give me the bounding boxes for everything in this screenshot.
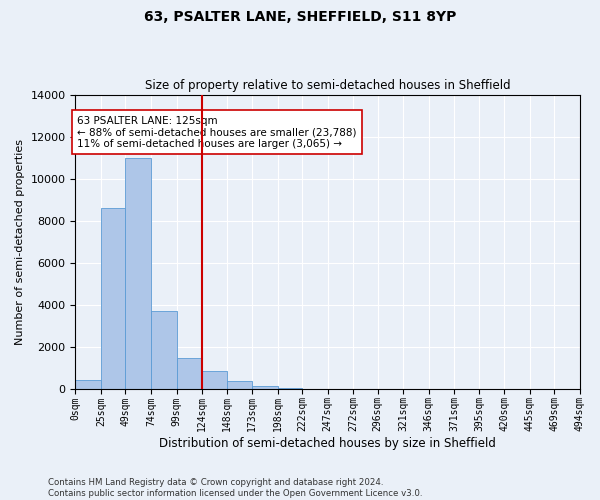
Title: Size of property relative to semi-detached houses in Sheffield: Size of property relative to semi-detach… bbox=[145, 79, 511, 92]
X-axis label: Distribution of semi-detached houses by size in Sheffield: Distribution of semi-detached houses by … bbox=[159, 437, 496, 450]
Text: 63 PSALTER LANE: 125sqm
← 88% of semi-detached houses are smaller (23,788)
11% o: 63 PSALTER LANE: 125sqm ← 88% of semi-de… bbox=[77, 116, 357, 149]
Text: Contains HM Land Registry data © Crown copyright and database right 2024.
Contai: Contains HM Land Registry data © Crown c… bbox=[48, 478, 422, 498]
Text: 63, PSALTER LANE, SHEFFIELD, S11 8YP: 63, PSALTER LANE, SHEFFIELD, S11 8YP bbox=[144, 10, 456, 24]
Bar bbox=[202, 370, 227, 388]
Bar bbox=[125, 158, 151, 388]
Bar bbox=[151, 311, 176, 388]
Bar bbox=[252, 386, 278, 388]
Bar bbox=[227, 381, 252, 388]
Bar bbox=[176, 358, 202, 388]
Bar bbox=[76, 380, 101, 388]
Bar bbox=[101, 208, 125, 388]
Y-axis label: Number of semi-detached properties: Number of semi-detached properties bbox=[15, 138, 25, 344]
